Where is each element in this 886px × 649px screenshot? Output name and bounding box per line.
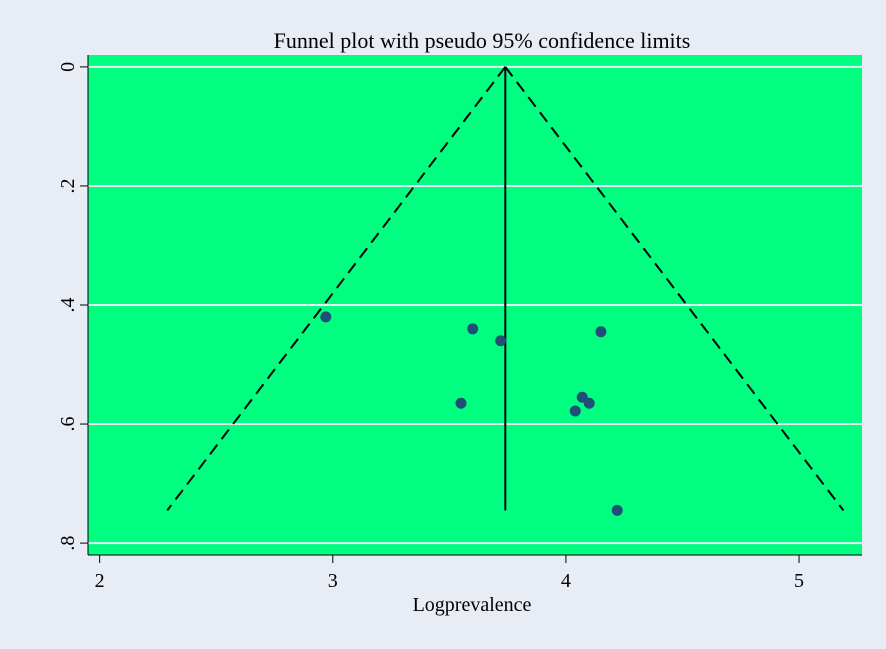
funnel-left-limit bbox=[166, 66, 507, 511]
x-axis-label: Logprevalence bbox=[413, 594, 532, 616]
y-tick-label: .6 bbox=[57, 417, 79, 432]
y-tick-label: 0 bbox=[57, 62, 79, 72]
data-point bbox=[320, 311, 332, 323]
y-tick-label: .8 bbox=[57, 536, 79, 551]
x-tick-label: 2 bbox=[95, 570, 105, 592]
x-tick-label: 4 bbox=[561, 570, 571, 592]
funnel-lines bbox=[166, 66, 845, 511]
data-points bbox=[320, 311, 623, 516]
data-point bbox=[583, 397, 595, 409]
data-point bbox=[569, 405, 581, 417]
data-point bbox=[495, 335, 507, 347]
gridlines bbox=[88, 65, 862, 545]
chart-title: Funnel plot with pseudo 95% confidence l… bbox=[274, 28, 691, 53]
y-tick-label: .2 bbox=[57, 178, 79, 193]
y-tick-label: .4 bbox=[57, 298, 79, 313]
data-point bbox=[595, 326, 607, 338]
x-tick-label: 5 bbox=[794, 570, 804, 592]
data-point bbox=[455, 397, 467, 409]
x-tick-label: 3 bbox=[328, 570, 338, 592]
axes: 0 .2 .4 .6 .8 2 3 4 5 bbox=[57, 55, 862, 592]
data-point bbox=[467, 323, 479, 335]
funnel-right-limit bbox=[504, 66, 845, 511]
data-point bbox=[611, 504, 623, 516]
